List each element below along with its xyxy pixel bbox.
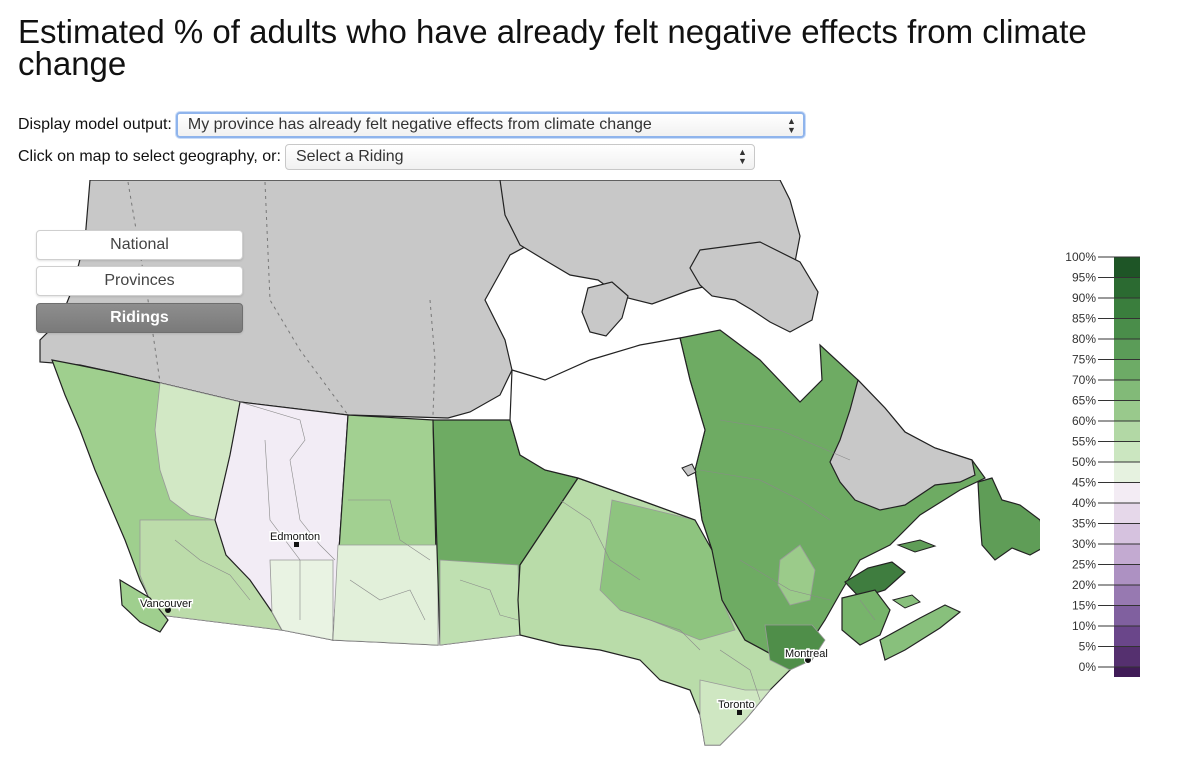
legend-swatch xyxy=(1114,626,1140,647)
legend-swatch xyxy=(1114,462,1140,483)
legend-swatch xyxy=(1114,646,1140,667)
legend-tick-label: 0% xyxy=(1079,660,1097,674)
map-region-anticosti[interactable] xyxy=(896,539,937,553)
legend-swatch xyxy=(1114,298,1140,319)
legend-tick-label: 60% xyxy=(1072,414,1096,428)
map-region-new-brunswick[interactable] xyxy=(841,589,891,646)
map-region-labrador[interactable] xyxy=(829,378,976,511)
legend-tick-label: 20% xyxy=(1072,578,1096,592)
legend-tick-label: 15% xyxy=(1072,599,1096,613)
map-region-baffin-island[interactable] xyxy=(689,241,819,333)
geo-button-ridings[interactable]: Ridings xyxy=(36,303,243,333)
legend-swatch xyxy=(1114,605,1140,626)
legend-swatch xyxy=(1114,359,1140,380)
legend-tick-label: 50% xyxy=(1072,455,1096,469)
legend-tick-label: 95% xyxy=(1072,271,1096,285)
city-marker-montreal: Montreal xyxy=(784,647,829,664)
map-region-southampton-island[interactable] xyxy=(581,281,629,337)
legend-tick-label: 45% xyxy=(1072,476,1096,490)
legend-tick-label: 40% xyxy=(1072,496,1096,510)
city-marker-edmonton: Edmonton xyxy=(269,530,322,547)
geo-button-provinces[interactable]: Provinces xyxy=(36,266,243,296)
riding-select-value: Select a Riding xyxy=(295,148,404,165)
geography-control: Click on map to select geography, or: Se… xyxy=(18,144,755,170)
legend-tick-label: 75% xyxy=(1072,353,1096,367)
legend-tick-label: 35% xyxy=(1072,517,1096,531)
legend-swatch xyxy=(1114,380,1140,401)
legend-swatch xyxy=(1114,400,1140,421)
legend-tick-label: 30% xyxy=(1072,537,1096,551)
legend-tick-label: 5% xyxy=(1079,640,1097,654)
legend-tick-label: 25% xyxy=(1072,558,1096,572)
display-model-select-value: My province has already felt negative ef… xyxy=(187,116,652,133)
city-label: Vancouver xyxy=(140,598,192,610)
city-label: Toronto xyxy=(718,699,755,711)
legend-swatch xyxy=(1114,564,1140,585)
display-model-select[interactable]: My province has already felt negative ef… xyxy=(175,112,805,138)
map-region-quebec-central[interactable] xyxy=(777,544,816,606)
map-region-nova-scotia[interactable] xyxy=(879,604,962,661)
map-region-alberta-south[interactable] xyxy=(269,559,334,641)
legend-tick-label: 100% xyxy=(1065,250,1096,264)
select-arrows-icon: ▲ ▼ xyxy=(738,147,747,166)
page-title: Estimated % of adults who have already f… xyxy=(18,13,1087,82)
territory-borders xyxy=(127,181,436,416)
riding-select[interactable]: Select a Riding ▲ ▼ xyxy=(284,144,755,170)
legend-swatch xyxy=(1114,318,1140,339)
color-legend: 100% 95% 90% 85% 80% 75% 70% 65% 60% 55% 50% 45% 40%… xyxy=(1065,250,1140,677)
legend-swatch xyxy=(1114,544,1140,565)
map-water-hudson-bay xyxy=(509,337,713,551)
legend-swatch xyxy=(1114,257,1140,278)
city-marker-vancouver: Vancouver xyxy=(139,597,194,613)
display-model-control: Display model output: My province has al… xyxy=(18,112,805,138)
geography-select-label: Click on map to select geography, or: xyxy=(18,148,281,165)
canada-riding-map[interactable]: Edmonton Vancouver Toronto Montreal xyxy=(0,180,1040,765)
legend-swatch xyxy=(1114,523,1140,544)
legend-tick-label: 85% xyxy=(1072,312,1096,326)
map-region-ontario-south[interactable] xyxy=(699,679,771,746)
riding-boundaries xyxy=(174,401,876,701)
legend-swatch xyxy=(1114,667,1140,677)
legend-swatch xyxy=(1114,585,1140,606)
map-region-pei[interactable] xyxy=(891,594,921,609)
map-region-manitoba-south[interactable] xyxy=(439,559,521,646)
legend-tick-label: 10% xyxy=(1072,619,1096,633)
map-region-hudson-bay-island[interactable] xyxy=(681,463,697,477)
city-label: Montreal xyxy=(785,648,828,660)
map-region-newfoundland[interactable] xyxy=(977,477,1040,561)
display-model-label: Display model output: xyxy=(18,116,172,133)
legend-tick-label: 65% xyxy=(1072,394,1096,408)
legend-tick-label: 70% xyxy=(1072,373,1096,387)
legend-swatch xyxy=(1114,339,1140,360)
geo-button-national[interactable]: National xyxy=(36,230,243,260)
legend-swatch xyxy=(1114,482,1140,503)
select-arrows-icon: ▲ ▼ xyxy=(786,116,796,135)
legend-tick-label: 55% xyxy=(1072,435,1096,449)
legend-swatch xyxy=(1114,421,1140,442)
city-marker-toronto: Toronto xyxy=(717,698,756,715)
city-label: Edmonton xyxy=(270,531,320,543)
map-region-vancouver-island[interactable] xyxy=(119,578,169,633)
legend-swatch xyxy=(1114,277,1140,298)
legend-swatch xyxy=(1114,503,1140,524)
legend-swatch xyxy=(1114,441,1140,462)
map-region-saskatchewan-south[interactable] xyxy=(332,544,439,646)
legend-tick-label: 90% xyxy=(1072,291,1096,305)
legend-tick-label: 80% xyxy=(1072,332,1096,346)
